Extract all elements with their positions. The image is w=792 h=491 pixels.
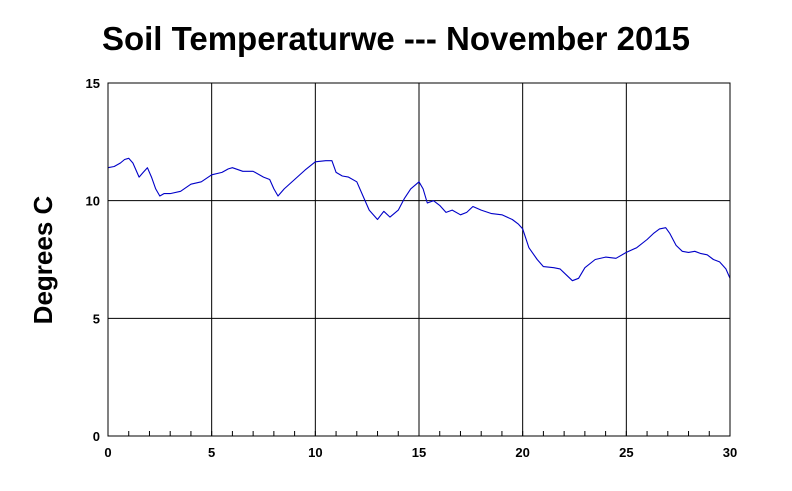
y-tick-label: 0 xyxy=(93,429,100,444)
y-tick-label: 15 xyxy=(86,76,100,91)
plot-frame xyxy=(107,82,731,437)
x-tick-label: 20 xyxy=(515,445,529,460)
x-tick-label: 30 xyxy=(723,445,737,460)
y-tick-label: 5 xyxy=(93,311,100,326)
x-tick-label: 0 xyxy=(104,445,111,460)
x-tick-label: 10 xyxy=(308,445,322,460)
x-tick-label: 5 xyxy=(208,445,215,460)
y-tick-label: 10 xyxy=(86,194,100,209)
series-layer xyxy=(107,157,731,282)
y-axis-label: Degrees C xyxy=(28,195,58,324)
x-tick-label: 25 xyxy=(619,445,633,460)
grid-lines xyxy=(107,82,731,437)
x-tick-label: 15 xyxy=(412,445,426,460)
chart-title: Soil Temperaturwe --- November 2015 xyxy=(102,20,690,57)
axis-ticks xyxy=(107,431,731,436)
temperature-line xyxy=(107,157,731,282)
tick-labels: 0 5 10 15 20 25 30 0 5 10 15 xyxy=(86,76,738,460)
